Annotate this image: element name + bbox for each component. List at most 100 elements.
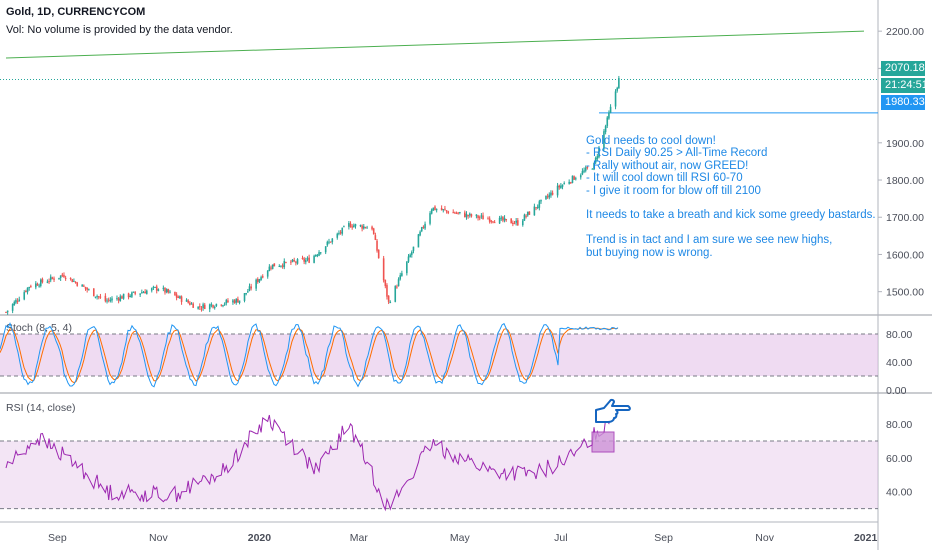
candle	[303, 256, 305, 265]
candle-body	[15, 299, 17, 303]
candle	[503, 215, 506, 223]
candle-body	[35, 283, 37, 288]
candle	[371, 225, 373, 231]
candle-body	[167, 289, 170, 293]
candle	[502, 216, 504, 223]
candle-body	[293, 260, 296, 262]
candle	[111, 296, 113, 303]
candle	[36, 282, 39, 286]
candle	[30, 284, 32, 288]
stoch-d-line	[0, 327, 619, 384]
candle	[74, 281, 77, 284]
candle	[591, 168, 594, 170]
candle	[538, 199, 541, 211]
candle-body	[139, 293, 141, 295]
candle-body	[359, 225, 362, 227]
candle-body	[551, 192, 554, 195]
pointing-hand-icon[interactable]	[595, 398, 631, 423]
countdown-tag: 21:24:51	[881, 78, 928, 93]
candle	[180, 295, 183, 305]
candle-body	[96, 296, 98, 298]
candle-body	[455, 213, 458, 215]
trend-line	[5, 30, 865, 59]
candle	[528, 211, 531, 215]
candle	[386, 283, 388, 300]
candle	[480, 213, 483, 219]
candle	[573, 175, 575, 180]
candle	[510, 218, 512, 224]
candle-body	[409, 254, 411, 258]
candle-body	[573, 176, 575, 180]
candle-body	[353, 225, 355, 228]
candle	[505, 218, 508, 222]
candle-body	[119, 296, 122, 302]
candle-body	[454, 212, 456, 214]
candle-body	[104, 295, 107, 302]
candle-body	[465, 213, 468, 218]
candle	[237, 296, 239, 303]
candle-body	[500, 217, 503, 219]
candle	[134, 291, 136, 296]
candle-body	[203, 304, 206, 309]
candle-body	[122, 293, 125, 299]
candle-body	[49, 276, 52, 281]
candle-body	[493, 222, 496, 224]
candle	[141, 289, 143, 294]
candle	[434, 205, 436, 211]
candle	[81, 284, 83, 287]
candle	[131, 291, 133, 298]
candle-body	[583, 170, 585, 172]
candle-body	[164, 287, 166, 293]
candle	[319, 252, 322, 255]
candle	[58, 277, 60, 280]
candle-body	[536, 206, 539, 208]
candle-body	[155, 286, 158, 291]
candle-body	[384, 279, 387, 287]
candle-body	[492, 221, 494, 223]
candle-body	[63, 275, 65, 278]
candle-body	[490, 220, 493, 222]
candle	[464, 210, 466, 218]
candle-body	[328, 241, 330, 243]
candle-body	[271, 264, 274, 269]
candles-group	[5, 75, 620, 315]
candle	[73, 278, 75, 282]
candle	[536, 204, 539, 210]
candle-body	[584, 167, 587, 171]
candle	[305, 257, 307, 265]
candle-body	[88, 289, 90, 291]
candle-body	[319, 252, 322, 254]
candle-body	[371, 226, 373, 230]
candle-body	[616, 87, 619, 91]
candle	[41, 277, 44, 284]
candle	[190, 302, 193, 305]
candle-body	[61, 274, 64, 276]
candle	[526, 211, 529, 217]
candle-body	[604, 126, 607, 133]
candle-body	[452, 212, 455, 214]
annotation-text[interactable]: Gold needs to cool down! - RSI Daily 90.…	[586, 135, 876, 259]
candle-body	[187, 300, 190, 303]
candle-body	[233, 300, 236, 304]
candle	[192, 302, 194, 308]
time-tick-label: 2020	[248, 532, 272, 544]
candle	[407, 254, 410, 263]
candle	[459, 211, 461, 215]
candle-body	[430, 209, 433, 214]
rsi-title: RSI (14, close)	[6, 402, 75, 414]
time-tick-label: Jul	[554, 532, 567, 544]
candle-body	[401, 273, 403, 276]
time-tick-label: Sep	[654, 532, 673, 544]
candle-body	[142, 292, 145, 294]
candle	[551, 190, 554, 196]
candle	[94, 296, 97, 299]
candle	[86, 287, 88, 293]
candle-body	[394, 286, 397, 302]
candle-body	[457, 212, 459, 214]
candle-body	[131, 292, 133, 297]
candle-body	[238, 300, 241, 304]
candle-body	[596, 156, 599, 159]
candle-body	[445, 210, 448, 212]
volume-note: Vol: No volume is provided by the data v…	[6, 24, 233, 36]
